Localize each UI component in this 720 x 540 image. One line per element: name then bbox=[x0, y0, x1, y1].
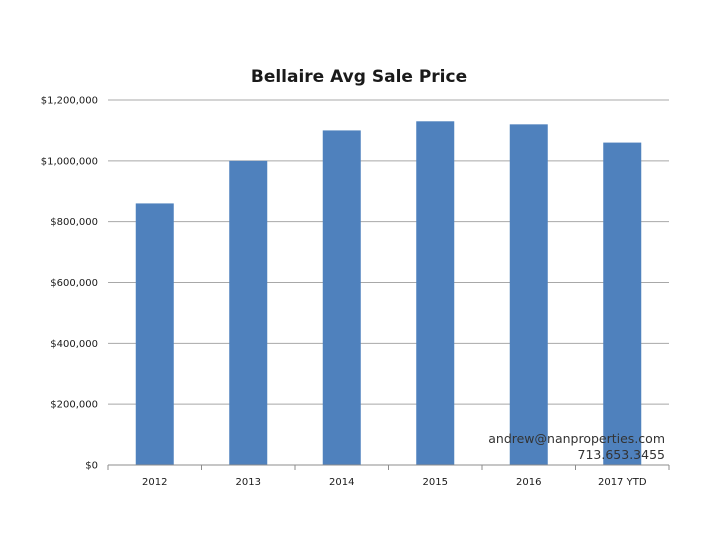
y-tick-label: $400,000 bbox=[50, 339, 98, 350]
y-tick-label: $1,000,000 bbox=[41, 156, 98, 167]
y-tick-label: $0 bbox=[85, 461, 98, 472]
y-tick-label: $800,000 bbox=[50, 217, 98, 228]
bar-2015 bbox=[416, 121, 455, 466]
bar-2016 bbox=[509, 124, 548, 465]
x-tick-label: 2013 bbox=[236, 477, 261, 488]
bar-2014 bbox=[322, 130, 361, 465]
bar-2017-ytd bbox=[603, 142, 642, 466]
x-tick-label: 2016 bbox=[516, 477, 541, 488]
y-tick-label: $600,000 bbox=[50, 278, 98, 289]
x-tick-label: 2012 bbox=[142, 477, 167, 488]
contact-phone: 713.653.3455 bbox=[577, 447, 665, 462]
bars bbox=[135, 121, 642, 466]
y-axis-tick-labels: $0 $200,000 $400,000 $600,000 $800,000 $1,000… bbox=[41, 96, 98, 472]
x-tick-label: 2017 YTD bbox=[598, 477, 647, 488]
y-tick-label: $200,000 bbox=[50, 400, 98, 411]
chart-title: Bellaire Avg Sale Price bbox=[251, 67, 467, 87]
y-tick-label: $1,200,000 bbox=[41, 96, 98, 107]
bar-2013 bbox=[229, 160, 268, 466]
gridlines bbox=[108, 99, 669, 405]
contact-info: andrew@nanproperties.com 713.653.3455 bbox=[488, 431, 665, 463]
bar-2012 bbox=[135, 203, 174, 465]
x-axis-tick-labels: 2012 2013 2014 2015 2016 2017 YTD bbox=[142, 477, 647, 488]
contact-email: andrew@nanproperties.com bbox=[488, 431, 665, 446]
x-tick-label: 2014 bbox=[329, 477, 354, 488]
x-tick-label: 2015 bbox=[423, 477, 448, 488]
x-axis bbox=[107, 464, 670, 470]
